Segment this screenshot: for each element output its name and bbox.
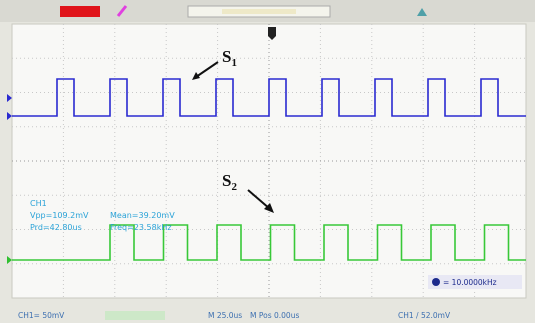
frequency: Freq=23.58kHz — [110, 223, 172, 232]
page: S1 S2 CH1 Vpp=109.2mV Mean=39.20mV Prd=4… — [0, 0, 535, 323]
counter: = 10.0000kHz — [443, 278, 497, 287]
ch2-status — [105, 311, 165, 320]
vpp: Vpp=109.2mV — [30, 211, 89, 220]
run-indicator — [60, 6, 100, 17]
timebase: M 25.0us — [208, 311, 242, 320]
mean: Mean=39.20mV — [110, 211, 175, 220]
memory-window — [222, 9, 296, 14]
period: Prd=42.80us — [30, 223, 82, 232]
counter-icon — [432, 278, 440, 286]
ch1-scale: CH1= 50mV — [18, 311, 65, 320]
oscilloscope-screen: S1 S2 CH1 Vpp=109.2mV Mean=39.20mV Prd=4… — [0, 0, 535, 323]
channel-label: CH1 — [30, 199, 47, 208]
trigger: CH1 / 52.0mV — [398, 311, 451, 320]
position: M Pos 0.00us — [250, 311, 299, 320]
